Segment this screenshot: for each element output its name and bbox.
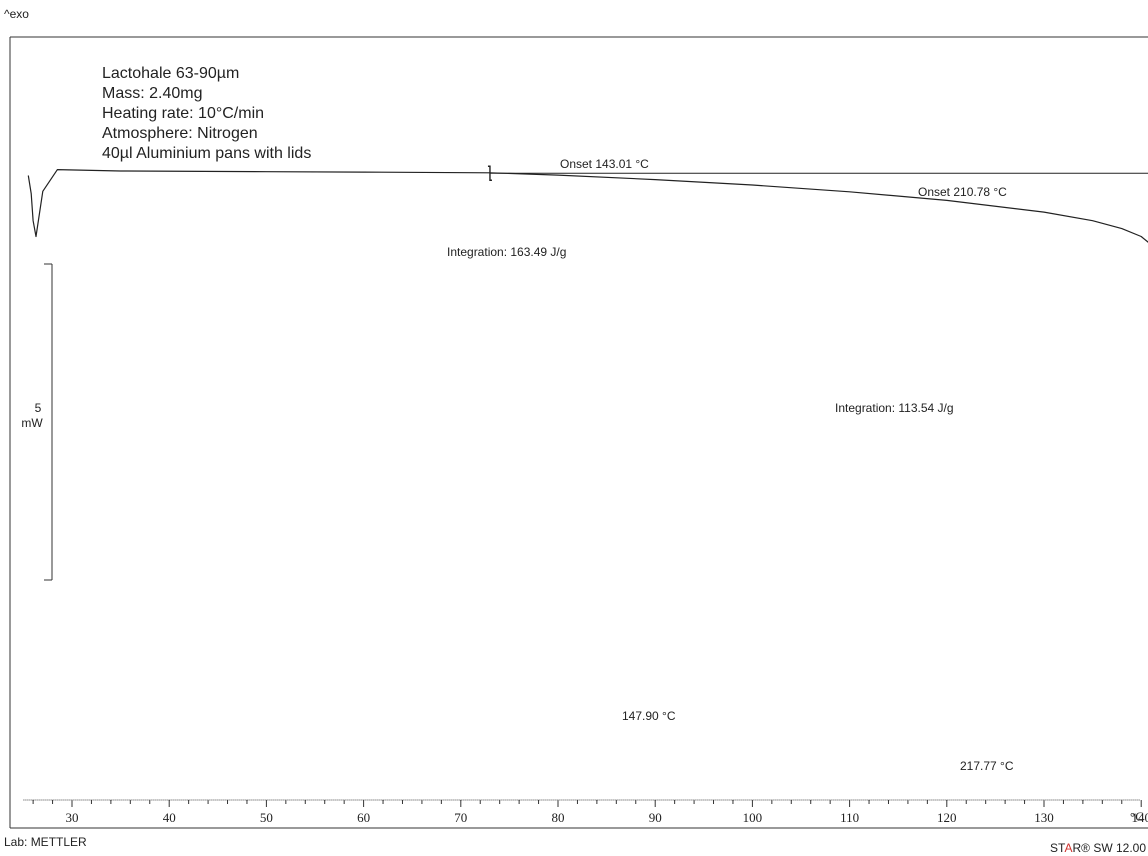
x-axis-unit-label: °C (1130, 809, 1144, 824)
x-tick-label: 140 (1131, 810, 1148, 825)
info-pans: 40µl Aluminium pans with lids (102, 145, 311, 162)
peak-2-label: 217.77 °C (960, 759, 1014, 773)
lab-label: Lab: METTLER (4, 835, 87, 849)
baselines-layer (489, 172, 1148, 174)
integration-2-label: Integration: 113.54 J/g (835, 401, 954, 415)
info-atmosphere: Atmosphere: Nitrogen (102, 125, 258, 142)
software-label: STAR® SW 12.00 (1050, 841, 1146, 855)
x-tick-label: 40 (163, 810, 176, 825)
info-sample: Lactohale 63-90µm (102, 65, 239, 82)
scale-bar-unit: mW (21, 416, 43, 430)
dsc-curve (27, 169, 1148, 243)
peak-1-label: 147.90 °C (622, 709, 676, 723)
x-tick-label: 70 (454, 810, 467, 825)
integration-1-label: Integration: 163.49 J/g (447, 245, 566, 259)
experiment-info: Lactohale 63-90µm Mass: 2.40mg Heating r… (102, 65, 311, 162)
software-label-prefix: ST (1050, 841, 1066, 855)
x-tick-label: 130 (1034, 810, 1054, 825)
x-tick-label: 50 (260, 810, 273, 825)
info-mass: Mass: 2.40mg (102, 85, 202, 102)
onset-2-label: Onset 210.78 °C (918, 185, 1007, 199)
x-tick-label: 80 (552, 810, 565, 825)
limit-marker (487, 165, 492, 181)
x-axis: 3040506070809010011012013014015016017018… (23, 799, 1148, 825)
software-label-accent: A (1064, 841, 1072, 855)
x-tick-label: 110 (840, 810, 859, 825)
x-tick-label: 120 (937, 810, 957, 825)
software-label-suffix: R (1072, 841, 1081, 855)
info-heating-rate: Heating rate: 10°C/min (102, 105, 264, 122)
onset-1-label: Onset 143.01 °C (560, 157, 649, 171)
limit-markers-layer (487, 165, 492, 181)
x-tick-label: 90 (649, 810, 662, 825)
curve-layer (27, 169, 1148, 243)
x-tick-label: 100 (743, 810, 763, 825)
x-tick-label: 60 (357, 810, 370, 825)
exo-direction-label: ^exo (4, 7, 29, 21)
x-tick-label: 30 (66, 810, 79, 825)
software-label-rest: ® SW 12.00 (1081, 841, 1146, 855)
scale-bar-value: 5 (35, 401, 42, 415)
